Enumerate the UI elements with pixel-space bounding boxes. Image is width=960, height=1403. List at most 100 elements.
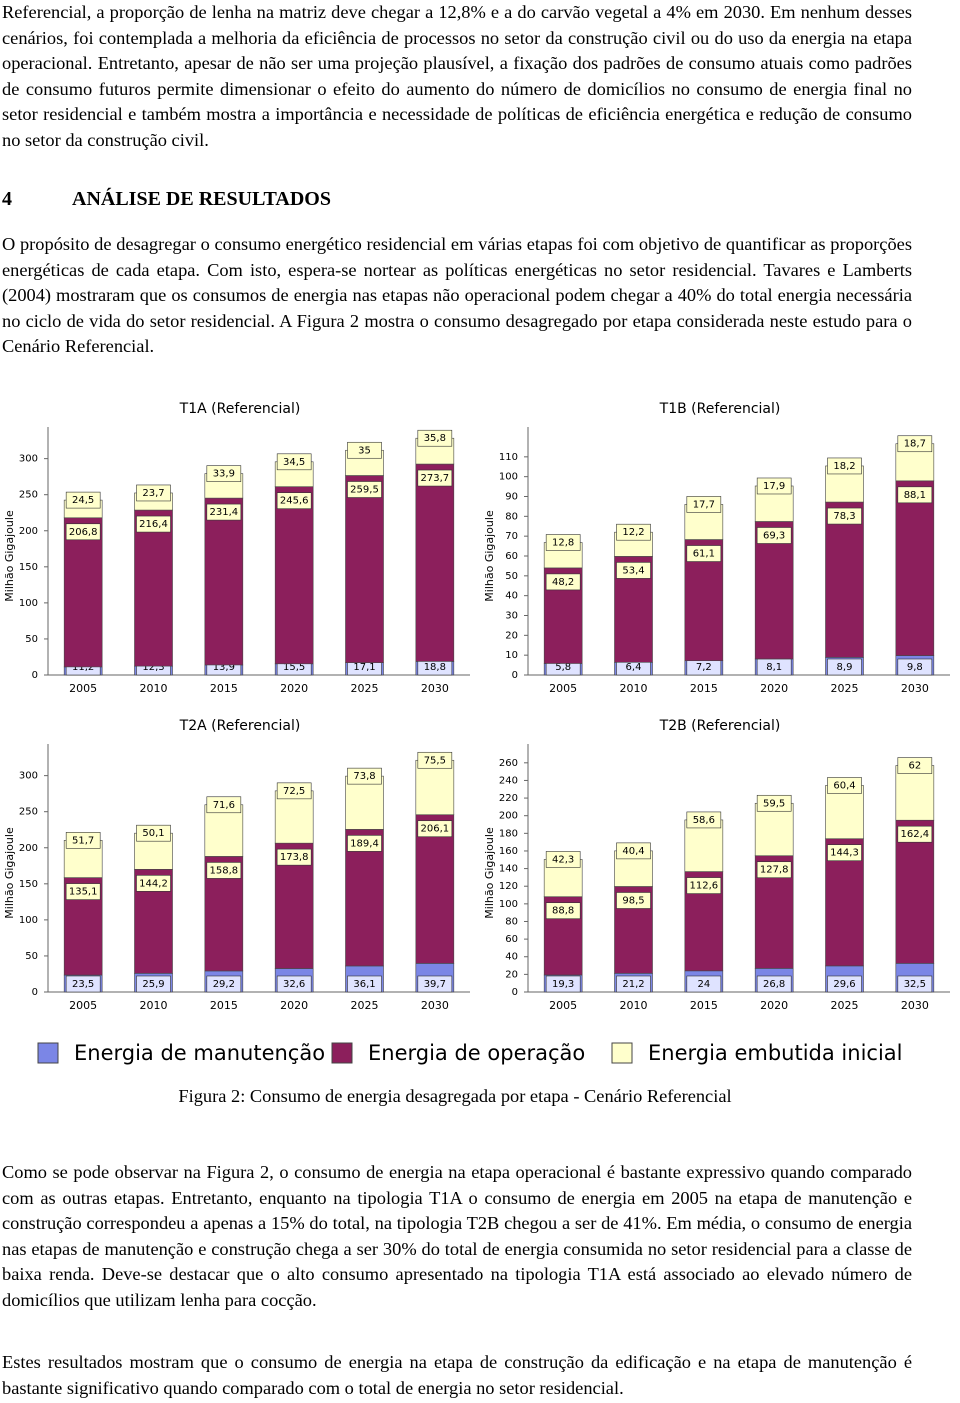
data-label-box <box>616 562 651 579</box>
data-label-box <box>756 861 792 879</box>
data-label: 231,4 <box>210 507 239 518</box>
data-label-box <box>276 782 312 800</box>
data-label: 61,1 <box>693 549 715 560</box>
data-label: 29,2 <box>213 979 235 990</box>
data-label-box <box>417 469 453 487</box>
data-label: 12,8 <box>552 538 574 549</box>
data-label: 71,6 <box>213 800 235 811</box>
bar-segment <box>895 819 935 964</box>
data-label: 127,8 <box>760 865 789 876</box>
y-tick-label: 20 <box>505 630 518 641</box>
data-label-box <box>616 523 651 541</box>
data-label: 17,1 <box>353 662 375 673</box>
y-tick-label: 90 <box>505 492 518 503</box>
data-label-box <box>686 877 722 894</box>
data-label-box <box>136 824 171 842</box>
data-label-box <box>65 975 101 993</box>
bar-segment <box>754 521 794 660</box>
y-tick-label: 0 <box>512 670 518 681</box>
data-label: 7,2 <box>696 662 712 673</box>
y-tick-label: 60 <box>505 551 518 562</box>
data-label-box <box>827 658 862 676</box>
data-label-box <box>897 658 933 676</box>
bar-segment <box>204 497 244 666</box>
paragraph: O propósito de desagregar o consumo ener… <box>2 234 912 356</box>
data-label: 189,4 <box>350 838 379 849</box>
bar-segment <box>345 775 384 830</box>
data-label: 216,4 <box>139 519 168 530</box>
data-label-box <box>276 975 312 993</box>
data-label-box <box>417 751 453 769</box>
data-label: 59,5 <box>763 798 785 809</box>
bar-segment <box>415 814 455 964</box>
y-tick-label: 160 <box>499 846 518 857</box>
y-tick-label: 250 <box>19 490 38 501</box>
x-tick-label: 2020 <box>280 999 308 1012</box>
x-tick-label: 2030 <box>901 999 929 1012</box>
data-label: 25,9 <box>142 979 164 990</box>
data-label: 15,5 <box>283 662 305 673</box>
data-label: 11,2 <box>72 662 94 673</box>
data-label-box <box>65 523 101 541</box>
data-label: 32,6 <box>283 979 305 990</box>
bar-segment <box>825 501 864 658</box>
y-tick-label: 60 <box>505 934 518 945</box>
data-label: 51,7 <box>72 835 94 846</box>
data-label-box <box>897 757 933 774</box>
data-label: 23,7 <box>142 488 164 499</box>
data-label: 18,7 <box>904 439 926 450</box>
y-tick-label: 180 <box>499 828 518 839</box>
paragraph: Estes resultados mostram que o consumo d… <box>2 1352 912 1398</box>
data-label-box <box>686 545 722 562</box>
y-tick-label: 240 <box>499 775 518 786</box>
data-label: 53,4 <box>622 565 644 576</box>
data-label: 144,2 <box>139 878 168 889</box>
data-label: 206,1 <box>421 824 450 835</box>
data-label: 24,5 <box>72 495 94 506</box>
data-label: 69,3 <box>763 530 785 541</box>
data-label-box <box>136 975 171 993</box>
y-tick-label: 100 <box>499 899 518 910</box>
data-label: 6,4 <box>626 662 642 673</box>
data-label-box <box>206 503 242 521</box>
y-tick-label: 70 <box>505 531 518 542</box>
x-tick-label: 2020 <box>280 682 308 695</box>
y-tick-label: 300 <box>19 771 38 782</box>
data-label: 40,4 <box>622 846 644 857</box>
y-axis-label: Milhão Gigajoule <box>483 827 496 919</box>
x-tick-label: 2025 <box>831 999 859 1012</box>
data-label-box <box>897 435 933 453</box>
data-label: 245,6 <box>280 496 309 507</box>
heading: 4 ANÁLISE DE RESULTADOS <box>2 188 331 211</box>
data-label: 12,2 <box>622 527 644 538</box>
data-label-box <box>756 527 792 544</box>
data-label: 12,3 <box>142 662 164 673</box>
bar-segment <box>754 802 794 857</box>
y-tick-label: 80 <box>505 916 518 927</box>
data-label-box <box>827 507 862 525</box>
data-label: 19,3 <box>552 979 574 990</box>
data-label: 33,9 <box>213 469 235 480</box>
chart-title: T2B (Referencial) <box>659 718 781 734</box>
bar-segment <box>63 517 103 668</box>
x-tick-label: 2015 <box>690 999 718 1012</box>
paragraph: Referencial, a proporção de lenha na mat… <box>2 2 912 150</box>
data-label-box <box>206 975 242 993</box>
data-label: 98,5 <box>622 895 644 906</box>
data-label: 60,4 <box>833 780 855 791</box>
data-label: 8,9 <box>837 662 853 673</box>
chart-title: T1A (Referencial) <box>179 401 301 417</box>
data-label-box <box>827 844 862 862</box>
data-label: 162,4 <box>901 829 930 840</box>
bar-segment <box>415 463 455 662</box>
data-label: 75,5 <box>424 755 446 766</box>
data-label-box <box>545 534 581 551</box>
data-label-box <box>616 842 651 860</box>
x-tick-label: 2010 <box>140 999 168 1012</box>
bar-segment <box>134 509 173 667</box>
data-label-box <box>897 486 933 504</box>
data-label: 8,1 <box>766 662 782 673</box>
data-label: 158,8 <box>210 865 239 876</box>
data-label: 35,8 <box>424 433 446 444</box>
y-tick-label: 200 <box>499 811 518 822</box>
